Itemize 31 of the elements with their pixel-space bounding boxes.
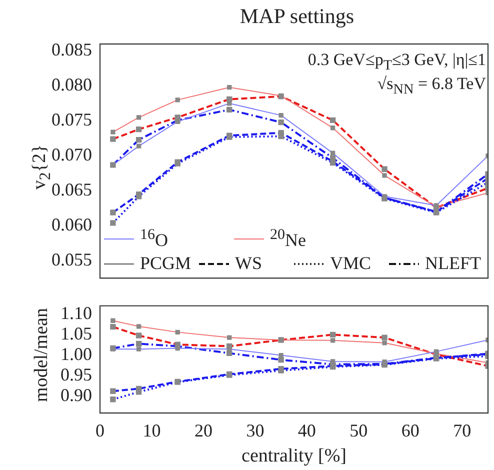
y-tick-label: 0.060 (52, 214, 92, 234)
x-tick-label: 50 (350, 420, 368, 441)
y-tick-label: 1.05 (60, 323, 92, 344)
annotation: 0.3 GeV≤p$_{T}$≤3 GeV, |η|≤1 (308, 50, 486, 74)
y-tick-label: 0.085 (52, 40, 92, 60)
y-axis-title: model/mean (31, 308, 53, 402)
x-tick-label: 40 (298, 420, 316, 441)
y-tick-label: 0.065 (52, 180, 92, 200)
x-tick-label: 10 (142, 420, 161, 441)
annotation: VMC (330, 253, 372, 274)
y-tick-label: 0.055 (52, 249, 92, 270)
x-tick-label: 0 (96, 420, 104, 441)
annotation: $^{20}$Ne (270, 227, 306, 251)
y-tick-label: 1.00 (60, 344, 92, 364)
y-tick-label: 0.95 (60, 364, 92, 385)
y-tick-label: 0.90 (60, 385, 92, 406)
x-tick-label: 70 (453, 420, 472, 441)
y-tick-label: 1.10 (60, 302, 92, 323)
annotation: PCGM (140, 253, 192, 274)
x-tick-label: 20 (194, 420, 212, 441)
y-tick-label: 0.070 (52, 144, 92, 165)
annotation: √s$_{NN}$ = 6.8 TeV (377, 74, 486, 98)
chart-title: MAP settings (238, 4, 356, 29)
y-tick-label: 0.080 (52, 74, 92, 95)
x-tick-label: 60 (401, 420, 420, 441)
annotation: WS (235, 253, 262, 274)
x-tick-label: 30 (246, 420, 264, 441)
x-axis-title: centrality [%] (242, 446, 346, 467)
y-tick-label: 0.075 (52, 110, 92, 130)
annotation: NLEFT (425, 253, 481, 274)
annotation: $^{16}$O (140, 227, 168, 251)
